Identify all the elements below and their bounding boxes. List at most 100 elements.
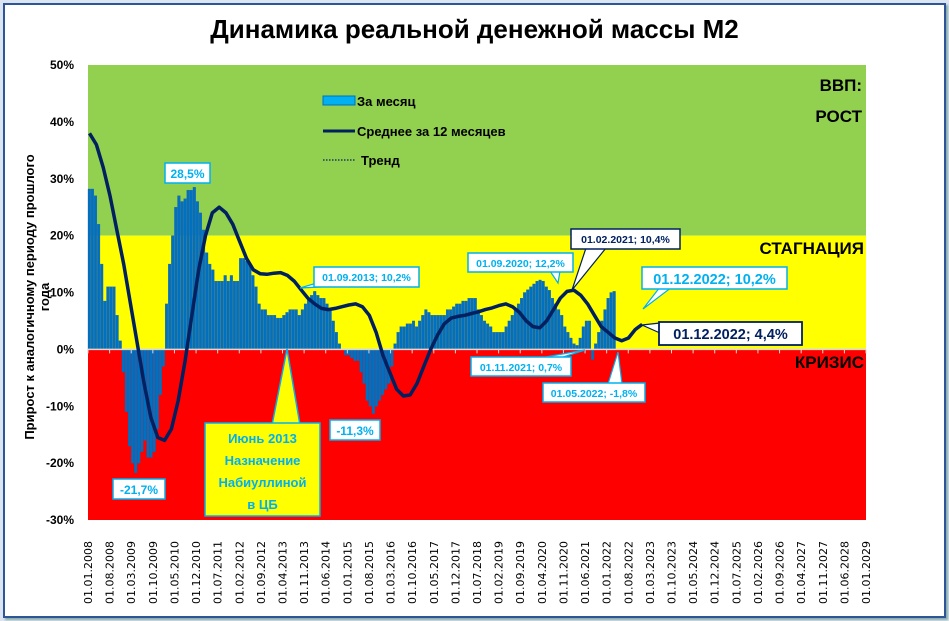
bar: [535, 280, 539, 350]
x-tick-label: 01.04.2020: [536, 541, 549, 604]
y-tick-label: 10%: [50, 286, 74, 300]
bar: [177, 195, 181, 350]
bar: [229, 275, 233, 350]
bar: [449, 309, 453, 350]
bar: [94, 195, 98, 350]
callout-min-2009: -21,7%: [112, 478, 166, 500]
bar: [405, 323, 409, 350]
bar: [192, 187, 196, 350]
svg-text:01.12.2022; 4,4%: 01.12.2022; 4,4%: [673, 327, 788, 343]
bar: [424, 309, 428, 350]
bar: [483, 320, 487, 350]
bar: [174, 207, 178, 350]
avg-12-months-line: [88, 132, 644, 443]
y-axis-ticks: 50% 40% 30% 20% 10% 0% -10% -20% -30%: [46, 58, 74, 527]
y-tick-label: 0%: [57, 342, 75, 356]
bar: [458, 303, 462, 350]
bar: [291, 309, 295, 350]
bar: [260, 309, 264, 350]
x-tick-label: 01.06.2014: [320, 541, 333, 604]
bar: [303, 303, 307, 350]
bar: [368, 349, 372, 407]
bar: [97, 224, 101, 350]
bar: [507, 320, 511, 350]
callout-nov-2021: 01.11.2021; 0,7%: [470, 349, 586, 377]
x-tick-label: 01.12.2017: [449, 541, 462, 604]
bar: [276, 317, 280, 350]
svg-text:-21,7%: -21,7%: [120, 483, 158, 497]
y-tick-label: -30%: [46, 513, 74, 527]
x-tick-label: 01.10.2023: [666, 541, 679, 604]
bar: [226, 280, 230, 350]
x-tick-label: 01.04.2027: [795, 541, 808, 604]
y-tick-label: -20%: [46, 456, 74, 470]
x-tick-label: 01.09.2012: [255, 541, 268, 604]
bar: [183, 198, 187, 350]
bar: [520, 298, 524, 350]
bar: [470, 298, 474, 350]
zone-labels: ВВП: РОСТ СТАГНАЦИЯ КРИЗИС: [760, 76, 865, 372]
bar: [504, 326, 508, 350]
bar: [87, 188, 91, 350]
bar: [473, 298, 477, 350]
svg-text:в ЦБ: в ЦБ: [247, 497, 277, 512]
bar: [297, 315, 301, 350]
x-tick-label: 01.02.2019: [493, 541, 506, 604]
bar: [541, 280, 545, 350]
bar: [455, 303, 459, 350]
y-tick-label: -10%: [46, 399, 74, 413]
bar: [399, 326, 403, 350]
bar: [492, 332, 496, 350]
bar: [155, 349, 159, 430]
svg-text:01.02.2021; 10,4%: 01.02.2021; 10,4%: [581, 234, 670, 246]
x-tick-label: 01.10.2009: [147, 541, 160, 604]
legend-monthly-label: За месяц: [357, 94, 415, 109]
callout-feb-2021: 01.02.2021; 10,4%: [570, 228, 681, 291]
bar: [442, 315, 446, 350]
x-tick-label: 01.11.2020: [557, 541, 570, 604]
bar: [266, 315, 270, 350]
x-tick-label: 01.02.2026: [752, 541, 765, 604]
bar: [165, 303, 169, 350]
bar: [486, 323, 490, 350]
bar: [313, 291, 317, 350]
bar: [127, 349, 131, 447]
bar: [581, 326, 585, 350]
bar: [359, 349, 363, 373]
x-tick-label: 01.06.2021: [579, 541, 592, 604]
bar: [408, 323, 412, 350]
x-tick-label: 01.03.2023: [644, 541, 657, 604]
zone-growth-label-2: РОСТ: [815, 107, 862, 126]
bar: [584, 320, 588, 350]
x-tick-label: 01.03.2016: [385, 541, 398, 604]
bar: [232, 280, 236, 350]
x-axis-ticks: 01.01.2008 01.08.2008 01.03.2009 01.10.2009…: [82, 541, 873, 604]
bar: [263, 309, 267, 350]
svg-text:Набиуллиной: Набиуллиной: [219, 475, 307, 490]
bar: [532, 283, 536, 350]
callouts: 28,5% -21,7% 01.09.2013; 10,2% -11,3% 01…: [112, 162, 803, 517]
zone-growth-label-1: ВВП:: [820, 76, 862, 95]
y-tick-label: 40%: [50, 115, 74, 129]
bar: [131, 349, 135, 464]
bar: [587, 320, 591, 350]
bar: [245, 261, 249, 350]
legend-avg-label: Среднее за 12 месяцев: [357, 124, 506, 139]
bar: [161, 349, 165, 367]
bar: [510, 315, 514, 350]
bar: [285, 312, 289, 350]
bar: [396, 332, 400, 350]
bar: [427, 312, 431, 350]
bar: [356, 349, 360, 361]
x-tick-label: 01.01.2015: [341, 541, 354, 604]
x-axis: [87, 348, 867, 354]
bar: [353, 349, 357, 361]
bar: [149, 349, 153, 458]
svg-text:01.11.2021; 0,7%: 01.11.2021; 0,7%: [480, 362, 563, 374]
svg-text:-11,3%: -11,3%: [336, 424, 374, 438]
bar: [609, 292, 613, 350]
bar: [365, 349, 369, 401]
bar: [322, 298, 326, 350]
y-tick-label: 20%: [50, 229, 74, 243]
callout-dec-2022-monthly: 01.12.2022; 10,2%: [641, 266, 788, 310]
